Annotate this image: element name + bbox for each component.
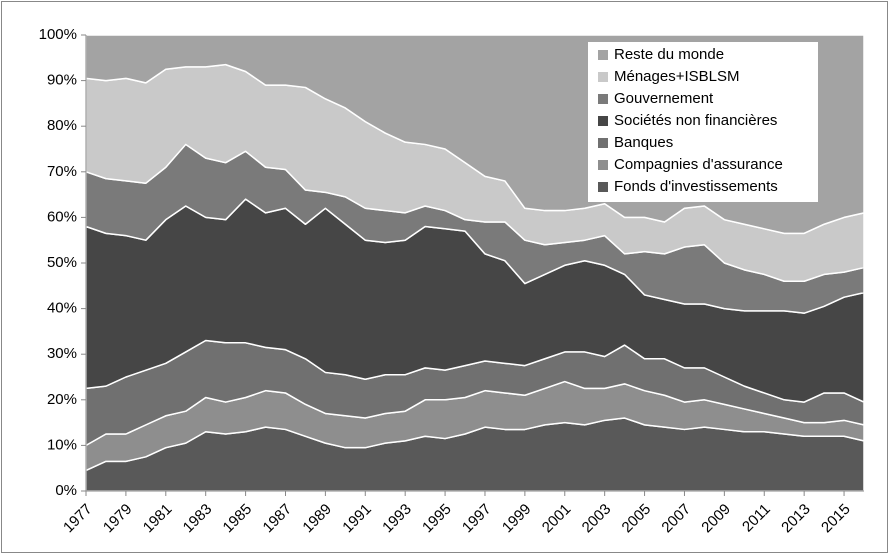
legend-swatch (598, 94, 608, 104)
y-tick-label: 40% (47, 300, 77, 317)
y-tick-label: 50% (47, 254, 77, 271)
legend-label: Gouvernement (614, 90, 714, 107)
legend-label: Sociétés non financières (614, 112, 777, 129)
y-tick-label: 90% (47, 72, 77, 89)
legend-label: Fonds d'investissements (614, 178, 778, 195)
legend-swatch (598, 160, 608, 170)
y-tick-label: 0% (55, 482, 77, 499)
y-tick-label: 30% (47, 345, 77, 362)
legend-swatch (598, 138, 608, 148)
y-tick-label: 60% (47, 208, 77, 225)
legend-box (588, 42, 818, 202)
legend-swatch (598, 50, 608, 60)
legend-swatch (598, 72, 608, 82)
y-tick-label: 80% (47, 117, 77, 134)
legend-label: Compagnies d'assurance (614, 156, 783, 173)
legend-swatch (598, 116, 608, 126)
y-tick-label: 100% (39, 26, 77, 43)
y-tick-label: 20% (47, 391, 77, 408)
legend-swatch (598, 182, 608, 192)
y-tick-label: 70% (47, 163, 77, 180)
y-tick-label: 10% (47, 436, 77, 453)
legend-label: Ménages+ISBLSM (614, 68, 740, 85)
legend-label: Reste du monde (614, 46, 724, 63)
legend-label: Banques (614, 134, 673, 151)
